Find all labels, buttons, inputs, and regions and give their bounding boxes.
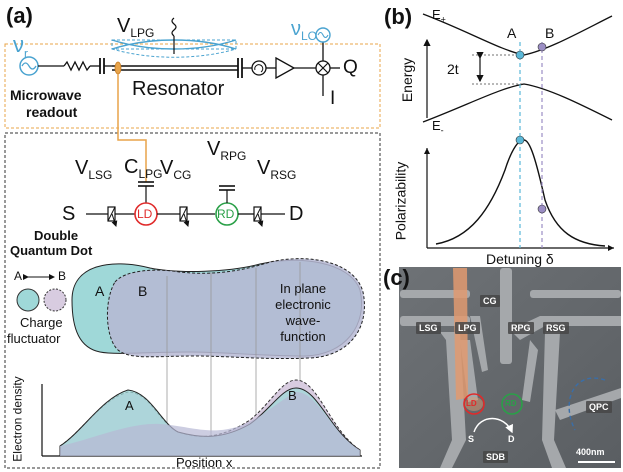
wave-a-label: A [95, 283, 105, 299]
density-b-label: B [288, 388, 297, 403]
sem-rpg: RPG [508, 322, 534, 334]
density-ylabel: Electron density [10, 376, 25, 462]
panel-label-a: (a) [6, 3, 33, 28]
readout-box [4, 43, 381, 129]
circulator-icon [251, 60, 267, 76]
source-label: S [62, 203, 76, 225]
v-rsg-label: VRSG [257, 157, 297, 182]
sem-sdb: SDB [483, 451, 509, 463]
v-lpg-top-label: VLPG [117, 15, 155, 40]
drain-label: D [289, 203, 304, 225]
sem-rsg: RSG [543, 322, 569, 334]
resistor-icon [63, 60, 91, 72]
microwave-label: Microwave [10, 87, 82, 103]
dqd-label-2: Quantum Dot [10, 243, 93, 258]
lo-source-icon [315, 27, 331, 43]
resonator-line [112, 61, 238, 75]
capacitor-icon [237, 58, 243, 78]
resonator-label: Resonator [132, 78, 225, 100]
density-a-label: A [125, 398, 134, 413]
charge-label: Charge [20, 315, 63, 330]
marker-b-label: B [545, 25, 555, 41]
v-rpg-label: VRPG [207, 138, 247, 163]
readout-label: readout [26, 104, 78, 120]
nu-r-label: νr [13, 32, 28, 61]
sem-lsg: LSG [416, 322, 441, 334]
gap-label: 2t [447, 61, 459, 77]
panel-label-c: (c) [383, 265, 410, 290]
sem-lpg: LPG [455, 322, 480, 334]
polarizability-label: Polarizability [392, 161, 409, 241]
fluctuator-label: fluctuator [7, 331, 61, 346]
e-plus-label: E+ [432, 7, 446, 25]
v-lsg-label: VLSG [75, 157, 113, 182]
fluctuator-b [43, 288, 67, 312]
nu-lo-label: νLO [291, 18, 318, 43]
gate-feedline [117, 74, 147, 182]
sem-image [399, 267, 621, 468]
mixer-icon [315, 60, 331, 76]
wave-text-line: function [280, 329, 326, 344]
dqd-label-1: Double [34, 228, 79, 243]
fluctuator-a [16, 288, 40, 312]
wavefunction-label: In plane electronic wave- function [262, 281, 344, 345]
sem-rd: RD [505, 399, 517, 408]
detuning-label: Detuning δ [486, 251, 554, 267]
panel-label-b: (b) [384, 4, 413, 29]
e-minus-label: E- [432, 118, 444, 136]
wavefunction-shape [71, 258, 365, 360]
ld-label: LD [137, 207, 153, 221]
v-cg-label: VCG [160, 157, 192, 182]
wave-text-line: wave- [285, 313, 321, 328]
tunnel-barrier-cg [179, 206, 190, 227]
inductor-icon [171, 17, 177, 37]
energy-label: Energy [399, 57, 416, 103]
capacitor-icon [219, 185, 235, 191]
fluct-a-label: A [14, 269, 23, 283]
c-lpg-label: CLPG [124, 156, 163, 181]
rd-label: RD [217, 207, 235, 221]
sem-ld: LD [466, 399, 477, 408]
wave-b-label: B [138, 283, 148, 299]
marker-a-label: A [507, 25, 517, 41]
panel-b-plot [422, 13, 614, 251]
capacitor-icon [138, 181, 154, 187]
sem-cg: CG [480, 295, 500, 307]
capacitor-icon [99, 58, 105, 74]
electron-density-plot [41, 379, 362, 457]
device-box [4, 132, 381, 469]
sem-scale: 400nm [576, 447, 605, 457]
amplifier-icon [275, 56, 296, 80]
fluct-b-label: B [58, 269, 67, 283]
position-xlabel: Position x [176, 455, 233, 470]
q-label: Q [343, 57, 358, 78]
wave-text-line: In plane [279, 281, 327, 296]
wave-text-line: electronic [275, 297, 331, 312]
sem-s: S [468, 434, 475, 444]
sem-d: D [508, 434, 515, 444]
tunnel-barrier-lsg [107, 206, 118, 227]
sem-qpc: QPC [586, 401, 612, 413]
i-label: I [330, 88, 336, 109]
tunnel-barrier-rsg [253, 206, 264, 227]
